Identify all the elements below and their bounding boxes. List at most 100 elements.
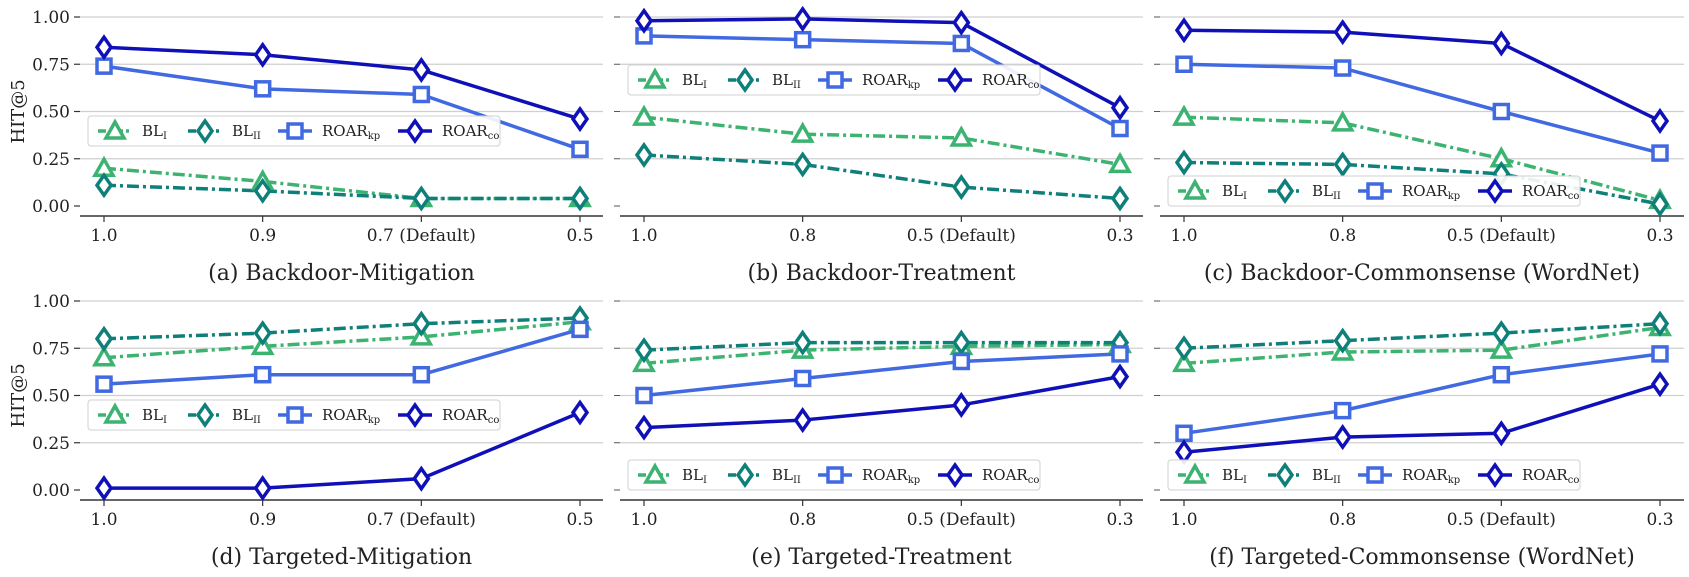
data-point bbox=[635, 386, 653, 405]
data-point bbox=[952, 34, 971, 53]
data-point bbox=[94, 34, 114, 61]
data-point bbox=[570, 106, 590, 133]
panel-caption: (c) Backdoor-Commonsense (WordNet) bbox=[1204, 261, 1640, 286]
chart-panel-1: 0.00 0.25 0.50 0.75 1.00 HIT@5 1.0 0.9 0.7 (Defa… bbox=[8, 8, 603, 286]
legend-marker bbox=[1183, 462, 1207, 484]
data-point bbox=[793, 329, 812, 356]
x-tick-label: 0.5 (Default) bbox=[1447, 510, 1556, 530]
data-point bbox=[1333, 59, 1352, 77]
legend-entry: BLII bbox=[772, 71, 801, 91]
data-point bbox=[412, 310, 431, 337]
data-point bbox=[1174, 149, 1194, 176]
data-point bbox=[952, 174, 971, 201]
data-point bbox=[1111, 345, 1129, 363]
data-point bbox=[1333, 327, 1352, 354]
legend-entry: ROARkp bbox=[1402, 466, 1460, 486]
legend-entry: ROARkp bbox=[322, 122, 380, 142]
x-tick-label: 0.9 bbox=[249, 510, 276, 530]
legend-entry: BLII bbox=[1312, 466, 1341, 486]
x-tick-label: 1.0 bbox=[90, 510, 117, 530]
x-tick-label: 0.3 bbox=[1646, 510, 1673, 530]
legend-entry: BLI bbox=[142, 406, 167, 426]
data-point bbox=[92, 345, 116, 367]
x-tick-label: 0.8 bbox=[1329, 226, 1356, 246]
data-point bbox=[412, 185, 431, 212]
data-point bbox=[1110, 363, 1130, 390]
legend-entry: BLI bbox=[1222, 466, 1247, 486]
series-line-roar-co bbox=[104, 410, 581, 490]
x-tick-label: 1.0 bbox=[90, 226, 117, 246]
legend-entry: BLI bbox=[142, 122, 167, 142]
data-point bbox=[412, 85, 431, 104]
data-point bbox=[1489, 337, 1514, 359]
x-tick-label: 0.8 bbox=[789, 226, 816, 246]
data-point bbox=[1172, 350, 1196, 373]
chart-panel-5: 1.0 0.8 0.5 (Default) 0.3 (e) Targeted-Treat… bbox=[614, 300, 1143, 570]
legend-marker bbox=[945, 461, 965, 489]
chart-panel-4: 0.00 0.25 0.50 0.75 1.00 HIT@5 1.0 0.9 0.7 (Defa… bbox=[8, 292, 603, 570]
x-tick-label: 1.0 bbox=[1170, 226, 1197, 246]
x-tick-label: 0.9 bbox=[249, 226, 276, 246]
data-point bbox=[1111, 119, 1129, 138]
y-tick-label: 0.25 bbox=[32, 150, 70, 170]
legend-marker bbox=[643, 462, 667, 484]
x-tick-label: 0.3 bbox=[1106, 510, 1133, 530]
y-tick-label: 1.00 bbox=[32, 8, 70, 28]
series-line-bl-ii bbox=[1183, 160, 1661, 206]
legend-entry: ROARkp bbox=[862, 71, 920, 91]
data-point bbox=[1333, 424, 1352, 451]
data-point bbox=[253, 365, 272, 384]
y-tick-label: 0.75 bbox=[32, 339, 70, 359]
series-line-roar-kp bbox=[103, 327, 581, 386]
data-point bbox=[1650, 310, 1670, 337]
legend-entry: ROARkp bbox=[1402, 182, 1460, 202]
data-point bbox=[1650, 371, 1670, 398]
data-point bbox=[1110, 185, 1130, 212]
data-point bbox=[1651, 144, 1669, 162]
legend-entry: BLII bbox=[1312, 182, 1341, 202]
x-tick-label: 0.5 bbox=[566, 226, 593, 246]
data-point bbox=[1333, 401, 1352, 420]
y-tick-label: 0.25 bbox=[32, 434, 70, 454]
legend-entry: ROARkp bbox=[862, 466, 920, 486]
panel-caption: (d) Targeted-Mitigation bbox=[211, 545, 472, 570]
panel-caption: (b) Backdoor-Treatment bbox=[748, 261, 1016, 286]
legend-marker bbox=[1183, 178, 1207, 200]
data-point bbox=[634, 141, 654, 169]
data-point bbox=[412, 365, 431, 384]
series-line-bl-ii bbox=[643, 153, 1121, 201]
x-tick-label: 0.3 bbox=[1106, 226, 1133, 246]
series-line-bl-i bbox=[643, 115, 1121, 167]
data-point bbox=[1330, 110, 1355, 132]
legend-marker bbox=[735, 461, 755, 489]
legend-entry: ROARkp bbox=[322, 406, 380, 426]
legend-entry: BLII bbox=[232, 406, 261, 426]
legend-marker bbox=[195, 117, 215, 145]
data-point bbox=[632, 104, 656, 126]
data-point bbox=[1174, 335, 1194, 362]
legend-marker bbox=[735, 66, 755, 94]
x-tick-label: 1.0 bbox=[630, 226, 657, 246]
legend-entry: BLI bbox=[1222, 182, 1247, 202]
series-line-roar-co bbox=[643, 374, 1121, 430]
panel-caption: (f) Targeted-Commonsense (WordNet) bbox=[1209, 545, 1635, 570]
y-tick-label: 0.75 bbox=[32, 55, 70, 75]
series-line-roar-co bbox=[1183, 382, 1661, 454]
legend-marker bbox=[1485, 461, 1505, 489]
legend-marker bbox=[103, 402, 127, 424]
series-line-bl-i bbox=[1183, 325, 1661, 366]
legend-marker bbox=[826, 466, 844, 484]
y-tick-label: 0.50 bbox=[32, 103, 70, 123]
chart-panel-3: 1.0 0.8 0.5 (Default) 0.3 (c) Backdoor-Commo… bbox=[1154, 16, 1684, 286]
y-tick-label: 0.00 bbox=[32, 481, 70, 501]
data-point bbox=[793, 30, 812, 49]
x-tick-label: 0.8 bbox=[789, 510, 816, 530]
data-point bbox=[1110, 94, 1130, 121]
series-line-bl-ii bbox=[1183, 321, 1661, 350]
data-point bbox=[1650, 191, 1670, 218]
data-point bbox=[94, 325, 114, 352]
data-point bbox=[94, 172, 114, 199]
series-line-roar-co bbox=[1183, 28, 1661, 123]
data-point bbox=[412, 56, 431, 83]
data-point bbox=[1108, 151, 1132, 174]
